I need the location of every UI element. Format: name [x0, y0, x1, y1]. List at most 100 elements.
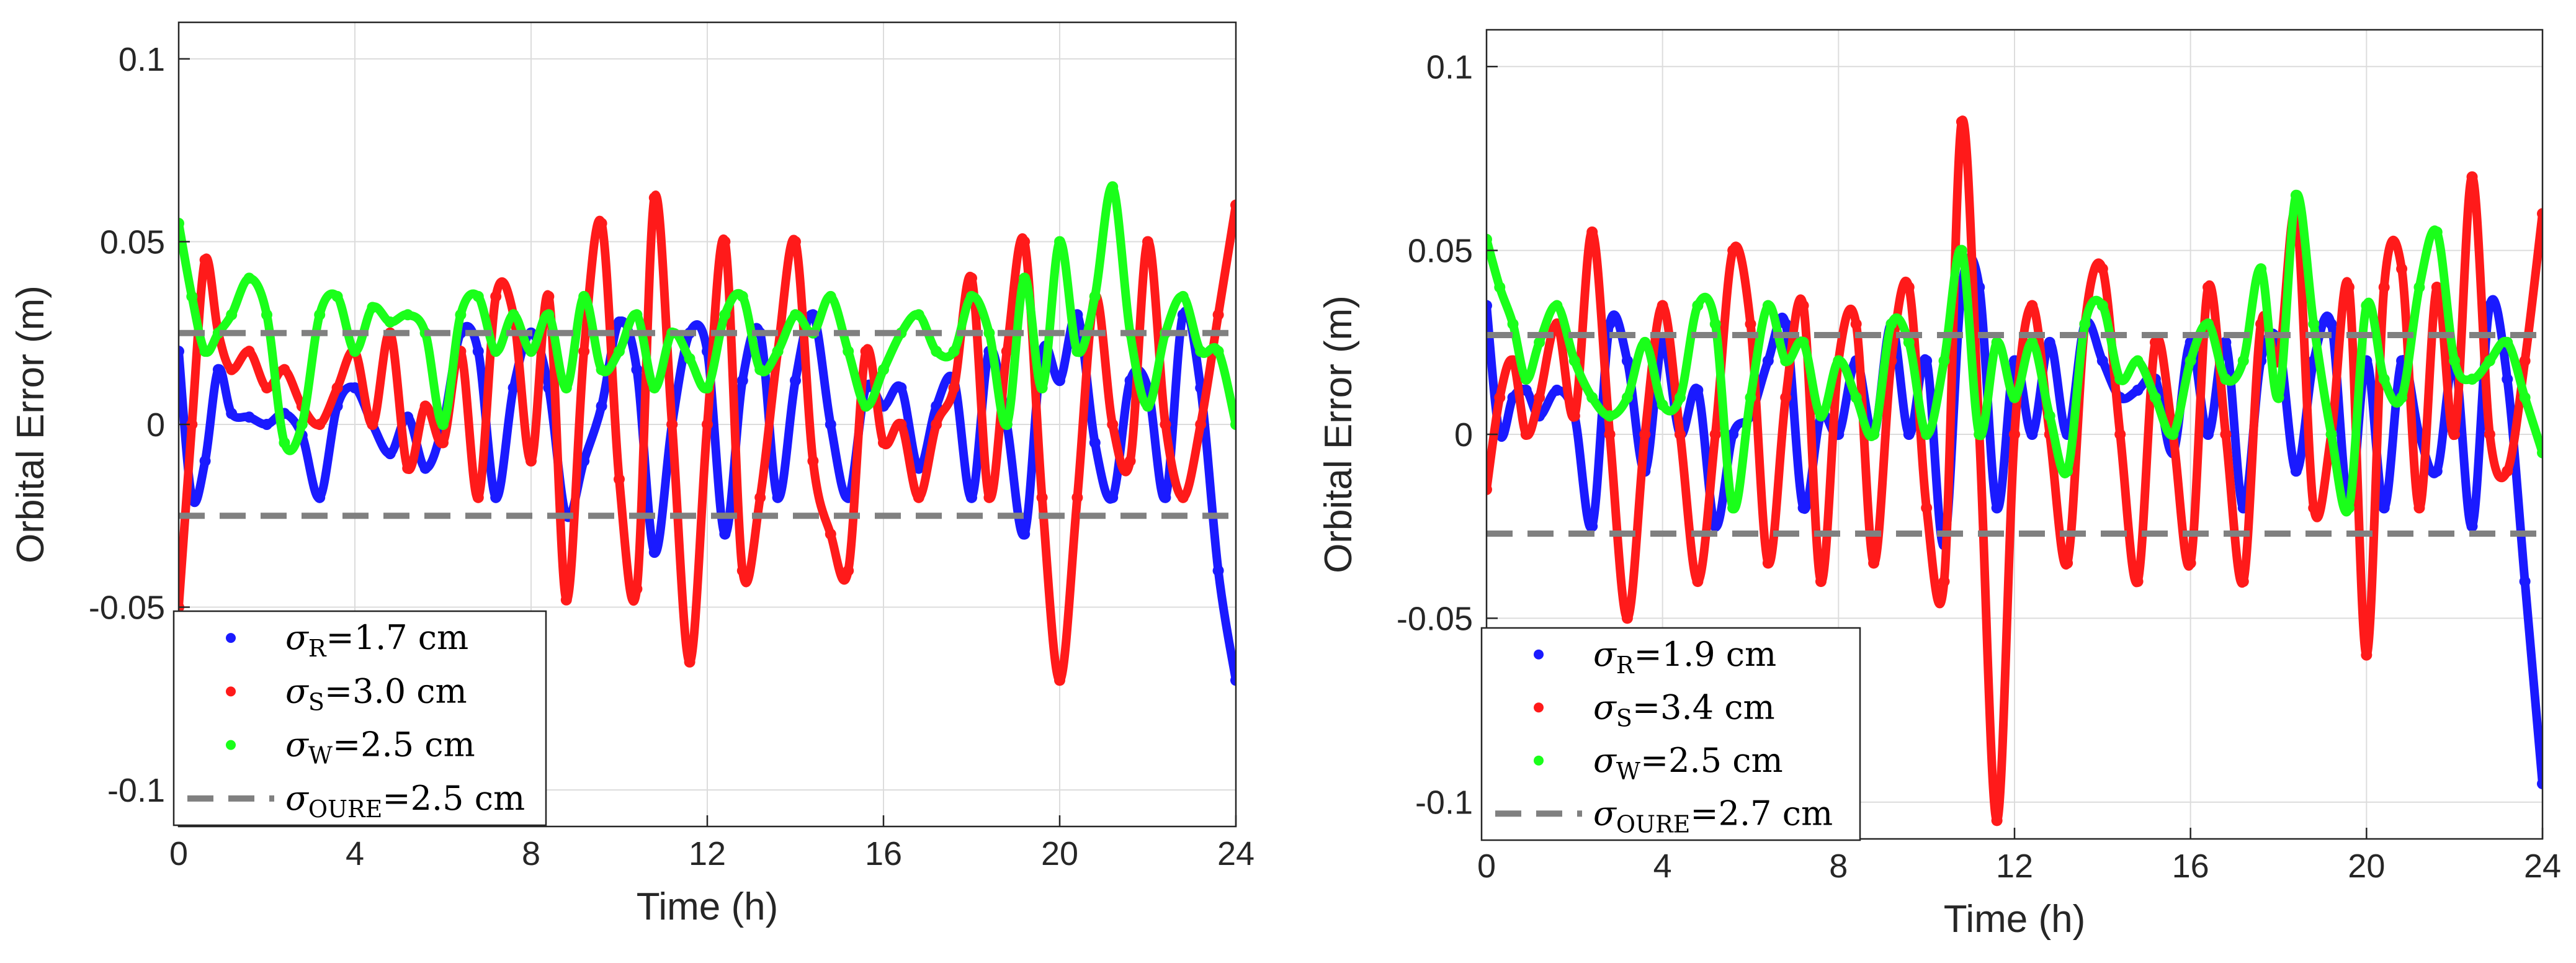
series-s-point: [1780, 392, 1792, 403]
series-s-point: [596, 218, 607, 229]
plot-area: [179, 181, 1236, 686]
series-w-point: [825, 290, 836, 302]
series-w-point: [1709, 318, 1721, 330]
series-r-point: [179, 346, 184, 357]
series-r-point: [1780, 318, 1792, 330]
series-w-point: [261, 309, 272, 321]
series-s-point: [2361, 649, 2373, 661]
series-s-point: [631, 583, 643, 595]
series-s-point: [2466, 171, 2478, 183]
series-s-point: [843, 565, 854, 576]
series-w-point: [349, 346, 360, 357]
series-w-point: [702, 382, 713, 394]
series-s-point: [2308, 502, 2320, 514]
x-tick-label: 16: [2172, 848, 2209, 885]
legend-value: =2.7 cm: [1690, 794, 1833, 833]
legend-label-w: σW=2.5 cm: [285, 725, 475, 769]
x-tick-label: 12: [1996, 848, 2033, 885]
series-w-point: [754, 364, 766, 375]
series-r-point: [913, 462, 924, 474]
series-s-point: [895, 419, 907, 430]
series-s-point: [1745, 318, 1756, 330]
series-r-point: [1692, 384, 1704, 396]
series-r-point: [2132, 384, 2144, 396]
legend-value: =2.5 cm: [382, 779, 525, 818]
series-s-point: [1657, 300, 1668, 311]
series-w-point: [983, 327, 995, 339]
series-r-point: [2466, 521, 2478, 532]
series-r-point: [199, 455, 211, 467]
series-w-point: [1212, 346, 1224, 357]
x-tick-label: 0: [1477, 848, 1496, 885]
series-r-point: [1160, 491, 1171, 503]
series-s-point: [2203, 281, 2214, 293]
series-w-point: [1657, 399, 1668, 411]
series-s-point: [754, 491, 766, 503]
series-w-point: [1745, 392, 1756, 403]
series-r-point: [212, 364, 224, 375]
series-w-point: [543, 309, 555, 321]
series-s-point: [2396, 263, 2408, 275]
series-w-point: [1230, 419, 1236, 430]
series-w-point: [560, 382, 572, 394]
x-tick-label: 24: [2524, 848, 2561, 885]
legend-label-w: σW=2.5 cm: [1593, 741, 1783, 785]
series-w-point: [2343, 502, 2355, 514]
series-r-point: [931, 400, 942, 412]
series-r-point: [2502, 374, 2513, 385]
series-r-point: [1921, 355, 1933, 367]
series-s-point: [1001, 346, 1013, 357]
series-s-point: [1903, 281, 1915, 293]
legend-marker-s: [226, 686, 236, 697]
series-w-point: [1019, 272, 1031, 284]
series-w-point: [279, 437, 290, 449]
series-r-point: [419, 462, 431, 474]
series-w-point: [384, 316, 396, 328]
series-w-point: [472, 290, 484, 302]
series-r-point: [1604, 318, 1616, 330]
series-w-point: [2308, 318, 2320, 330]
series-w-point: [1604, 410, 1616, 422]
series-r-point: [2537, 778, 2542, 790]
series-s-point: [702, 419, 713, 430]
series-w-point: [2079, 318, 2091, 330]
series-w-point: [2466, 374, 2478, 385]
series-s-point: [578, 346, 590, 357]
series-r-point: [1657, 336, 1668, 348]
series-s-point: [966, 272, 977, 284]
plot-area: [1487, 115, 2542, 826]
series-s-point: [1762, 557, 1774, 569]
series-r-point: [736, 375, 748, 387]
legend-sigma: σ: [285, 779, 310, 818]
series-s-point: [243, 346, 255, 357]
series-w-point: [2378, 374, 2390, 385]
legend-subscript: R: [308, 635, 327, 662]
series-s-point: [1019, 236, 1031, 248]
legend-label-r: σR=1.7 cm: [285, 618, 468, 662]
series-w-point: [331, 290, 343, 302]
series-r-point: [1212, 565, 1224, 576]
series-s-point: [186, 419, 198, 430]
series-s-point: [1054, 674, 1065, 686]
series-r-point: [596, 400, 607, 412]
series-r-point: [1762, 355, 1774, 367]
series-w-point: [1621, 392, 1633, 403]
series-w-point: [1833, 355, 1845, 367]
series-s-point: [560, 594, 572, 606]
series-r-point: [1586, 521, 1598, 532]
series-w-point: [1520, 374, 1532, 385]
series-r-point: [2290, 465, 2302, 477]
series-w-point: [2449, 355, 2461, 367]
series-s-point: [402, 462, 414, 474]
series-r-point: [719, 528, 731, 540]
series-r-point: [2378, 502, 2390, 514]
series-s-point: [878, 437, 889, 449]
series-r-point: [472, 346, 484, 357]
legend-marker-w: [1534, 755, 1544, 766]
legend-box: [1480, 627, 1861, 841]
series-s-point: [2026, 300, 2038, 311]
series-r-point: [825, 419, 836, 430]
series-r-point: [314, 491, 326, 503]
legend-sigma: σ: [285, 725, 310, 764]
series-s-point: [199, 254, 211, 266]
